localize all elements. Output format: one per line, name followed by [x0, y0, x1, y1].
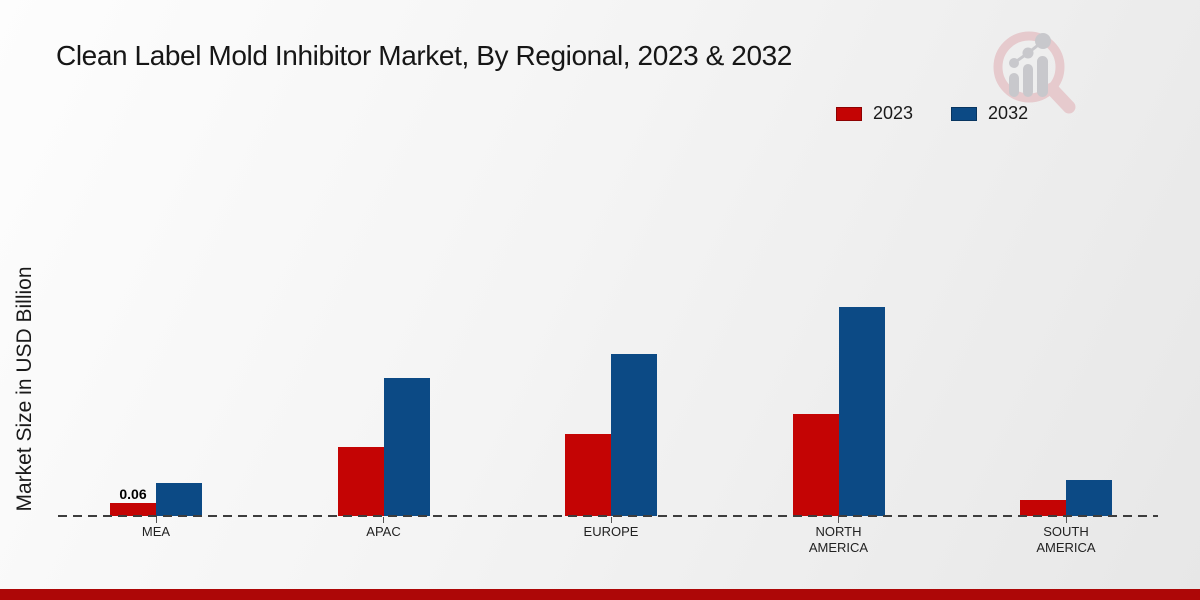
legend-item-2023: 2023 — [836, 103, 913, 124]
legend-label-2023: 2023 — [873, 103, 914, 123]
x-axis-tick — [610, 517, 612, 523]
x-axis-category-label: SOUTH AMERICA — [1036, 524, 1096, 555]
bar-2023-south-america — [1020, 500, 1066, 516]
bar-2032-mea — [156, 483, 202, 516]
bar-value-label: 0.06 — [119, 486, 147, 502]
legend-label-2032: 2032 — [988, 103, 1029, 123]
bar-2023-north-america — [792, 414, 839, 516]
chart-title: Clean Label Mold Inhibitor Market, By Re… — [56, 40, 792, 71]
footer-accent-bar — [0, 589, 1200, 600]
bar-2032-north-america — [838, 307, 885, 516]
x-axis-tick — [383, 517, 384, 523]
magnifier-bar-chart-logo-icon — [993, 31, 1076, 114]
bar-2032-south-america — [1066, 480, 1112, 516]
x-axis-tick — [838, 517, 839, 523]
x-axis-category-label: EUROPE — [583, 524, 639, 539]
x-axis-tick — [155, 517, 157, 523]
legend-swatch-2032 — [951, 106, 978, 121]
bar-2023-europe — [565, 434, 611, 516]
legend: 2023 2032 — [836, 103, 1028, 124]
bar-2032-europe — [611, 354, 657, 516]
bar-2032-apac — [383, 378, 430, 516]
x-axis-category-label: NORTH AMERICA — [808, 524, 869, 555]
bar-2023-apac — [337, 447, 384, 516]
x-axis-baseline — [58, 515, 1158, 517]
bar-2023-mea — [110, 503, 156, 516]
x-axis-category-label: APAC — [366, 524, 401, 539]
legend-item-2032: 2032 — [951, 103, 1028, 124]
legend-swatch-2023 — [836, 106, 862, 121]
x-axis-tick — [1065, 517, 1067, 523]
x-axis-category-label: MEA — [141, 524, 171, 539]
